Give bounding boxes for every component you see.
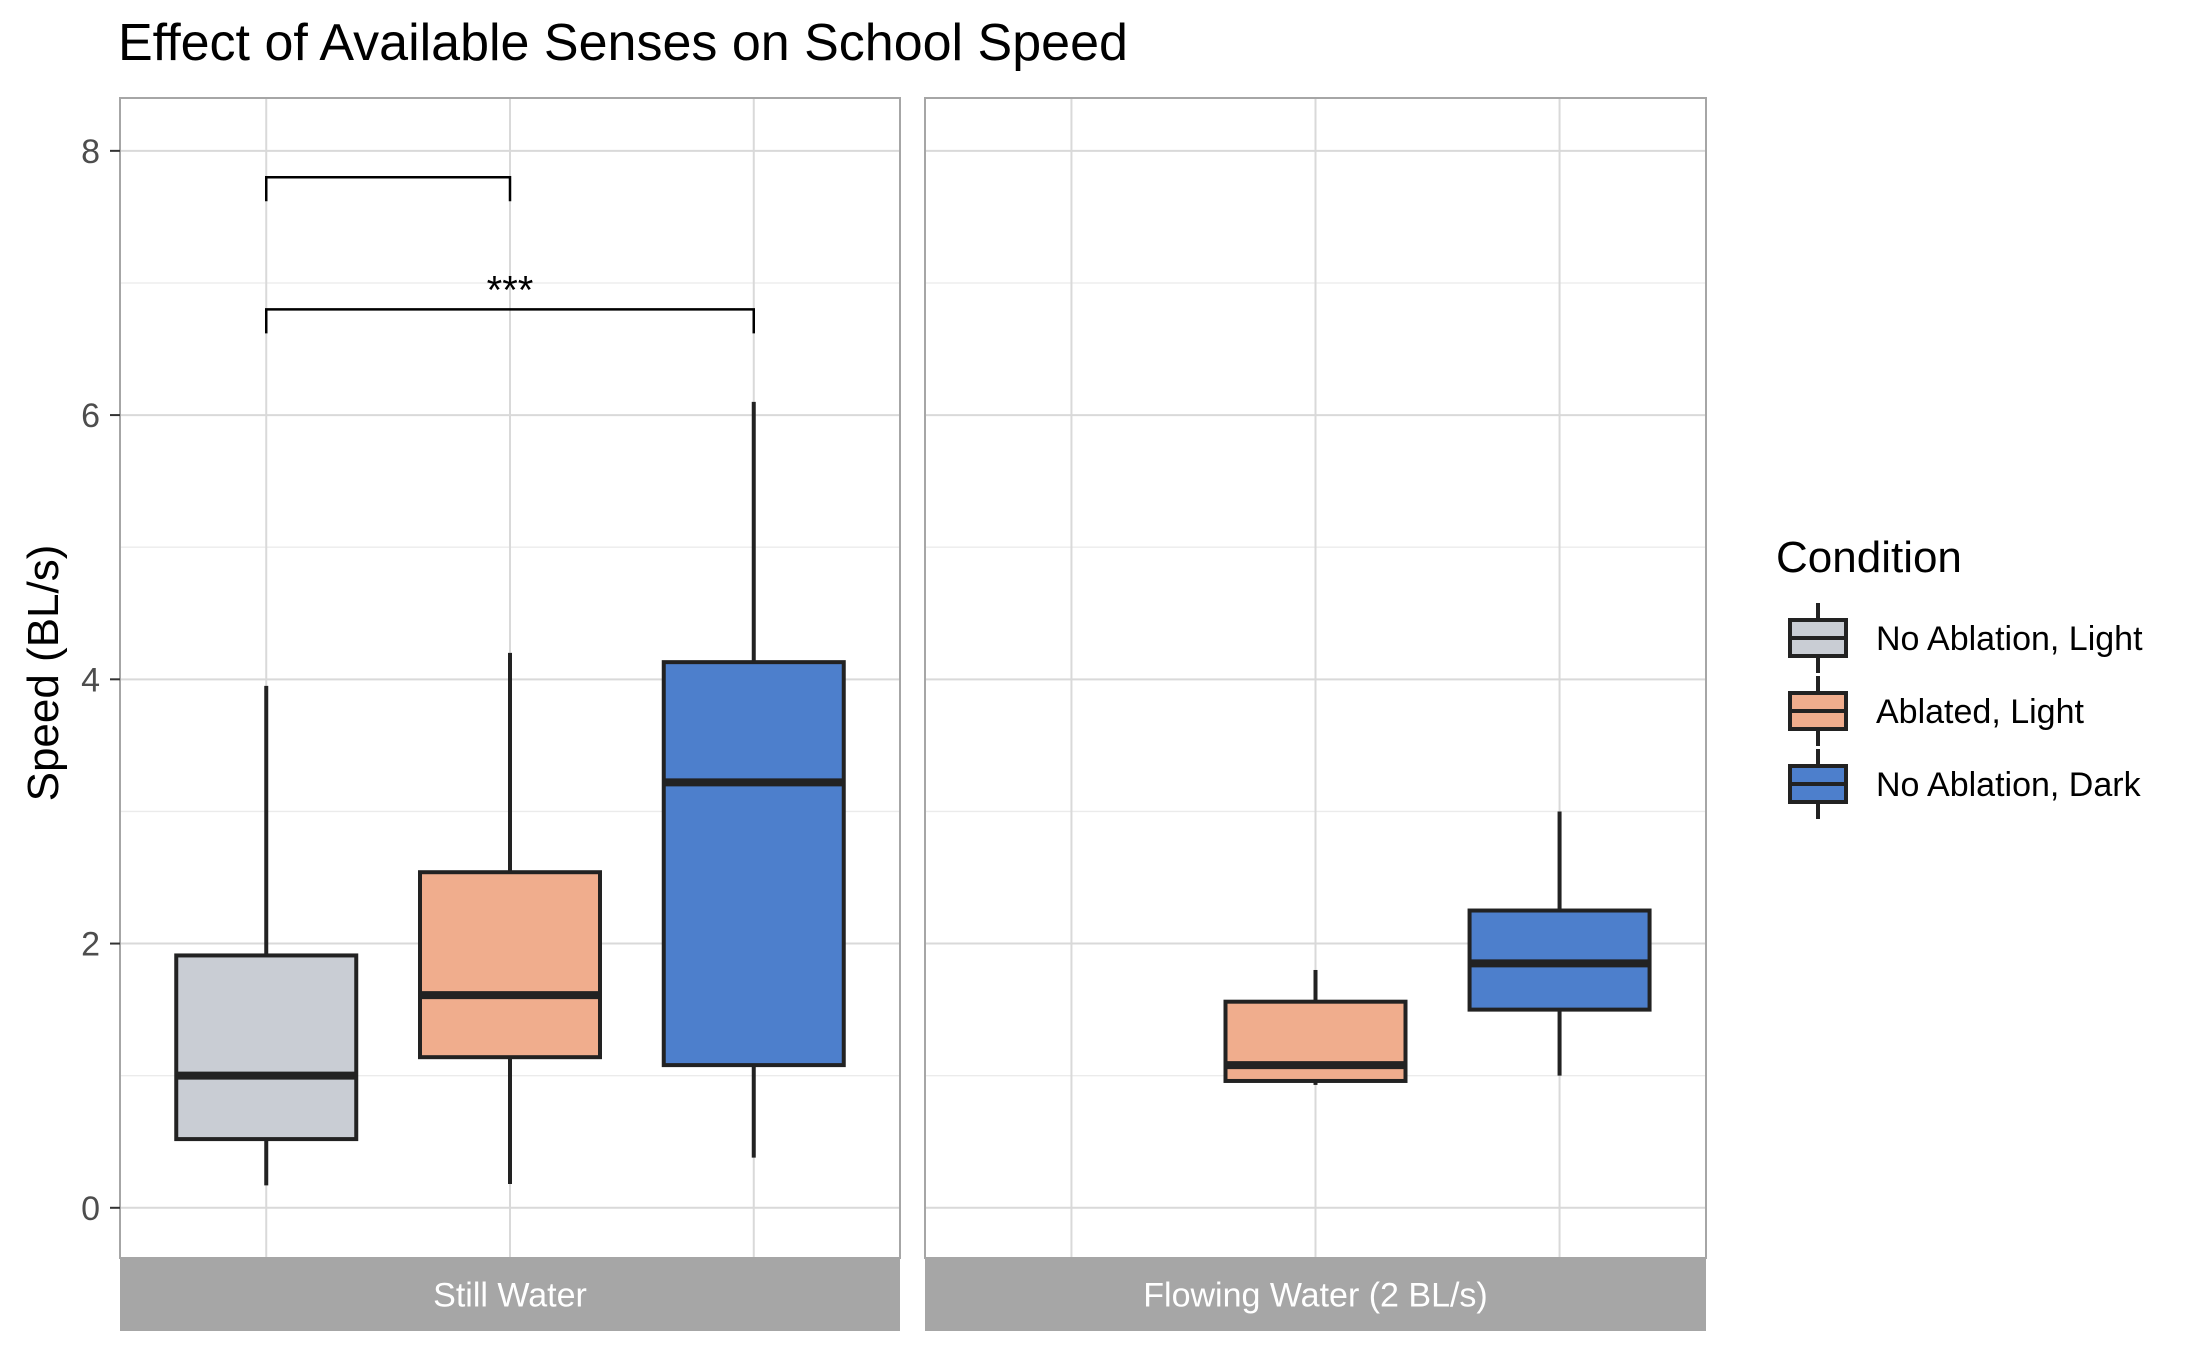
significance-label: *** xyxy=(487,268,534,312)
box-no-ablation-dark xyxy=(1467,811,1652,1076)
y-tick-label: 6 xyxy=(81,397,100,435)
panel-flowing-water: Flowing Water (2 BL/s) xyxy=(924,97,1707,1331)
y-axis-label: Speed (BL/s) xyxy=(19,545,68,802)
plot-panels: *** Still Water Flowing Water (2 BL/s) xyxy=(119,97,1707,1331)
box-no-ablation-light xyxy=(174,685,359,1186)
legend-label: No Ablation, Dark xyxy=(1876,766,2142,804)
box-ablated-light xyxy=(418,652,602,1185)
legend-title: Condition xyxy=(1776,533,1962,582)
strip-label: Flowing Water (2 BL/s) xyxy=(1143,1277,1488,1315)
y-axis: 0 2 4 6 8 xyxy=(81,133,120,1228)
box-iqr xyxy=(418,870,602,1060)
strip-background xyxy=(120,1258,900,1331)
box-iqr xyxy=(661,660,846,1068)
significance-bracket xyxy=(265,176,512,202)
y-tick-label: 0 xyxy=(81,1190,100,1228)
box-ablated-light xyxy=(1223,969,1408,1085)
box-no-ablation-dark xyxy=(661,401,846,1158)
legend-label: No Ablation, Light xyxy=(1876,620,2143,658)
chart-title: Effect of Available Senses on School Spe… xyxy=(118,14,1128,72)
bracket-line xyxy=(265,308,755,334)
legend: Condition No Ablation, Light Ablated, Lig… xyxy=(1776,533,2143,819)
legend-label: Ablated, Light xyxy=(1876,693,2084,731)
legend-item: Ablated, Light xyxy=(1788,676,2084,746)
significance-bracket: *** xyxy=(265,268,755,334)
legend-item: No Ablation, Light xyxy=(1788,603,2143,673)
legend-item: No Ablation, Dark xyxy=(1788,749,2142,819)
y-tick-label: 2 xyxy=(81,926,100,964)
box-iqr xyxy=(174,953,359,1142)
y-tick-label: 8 xyxy=(81,133,100,171)
strip-background xyxy=(925,1258,1706,1331)
strip-label: Still Water xyxy=(433,1277,587,1315)
panel-still-water: *** Still Water xyxy=(119,97,901,1331)
y-tick-label: 4 xyxy=(81,661,100,699)
bracket-line xyxy=(265,176,512,202)
